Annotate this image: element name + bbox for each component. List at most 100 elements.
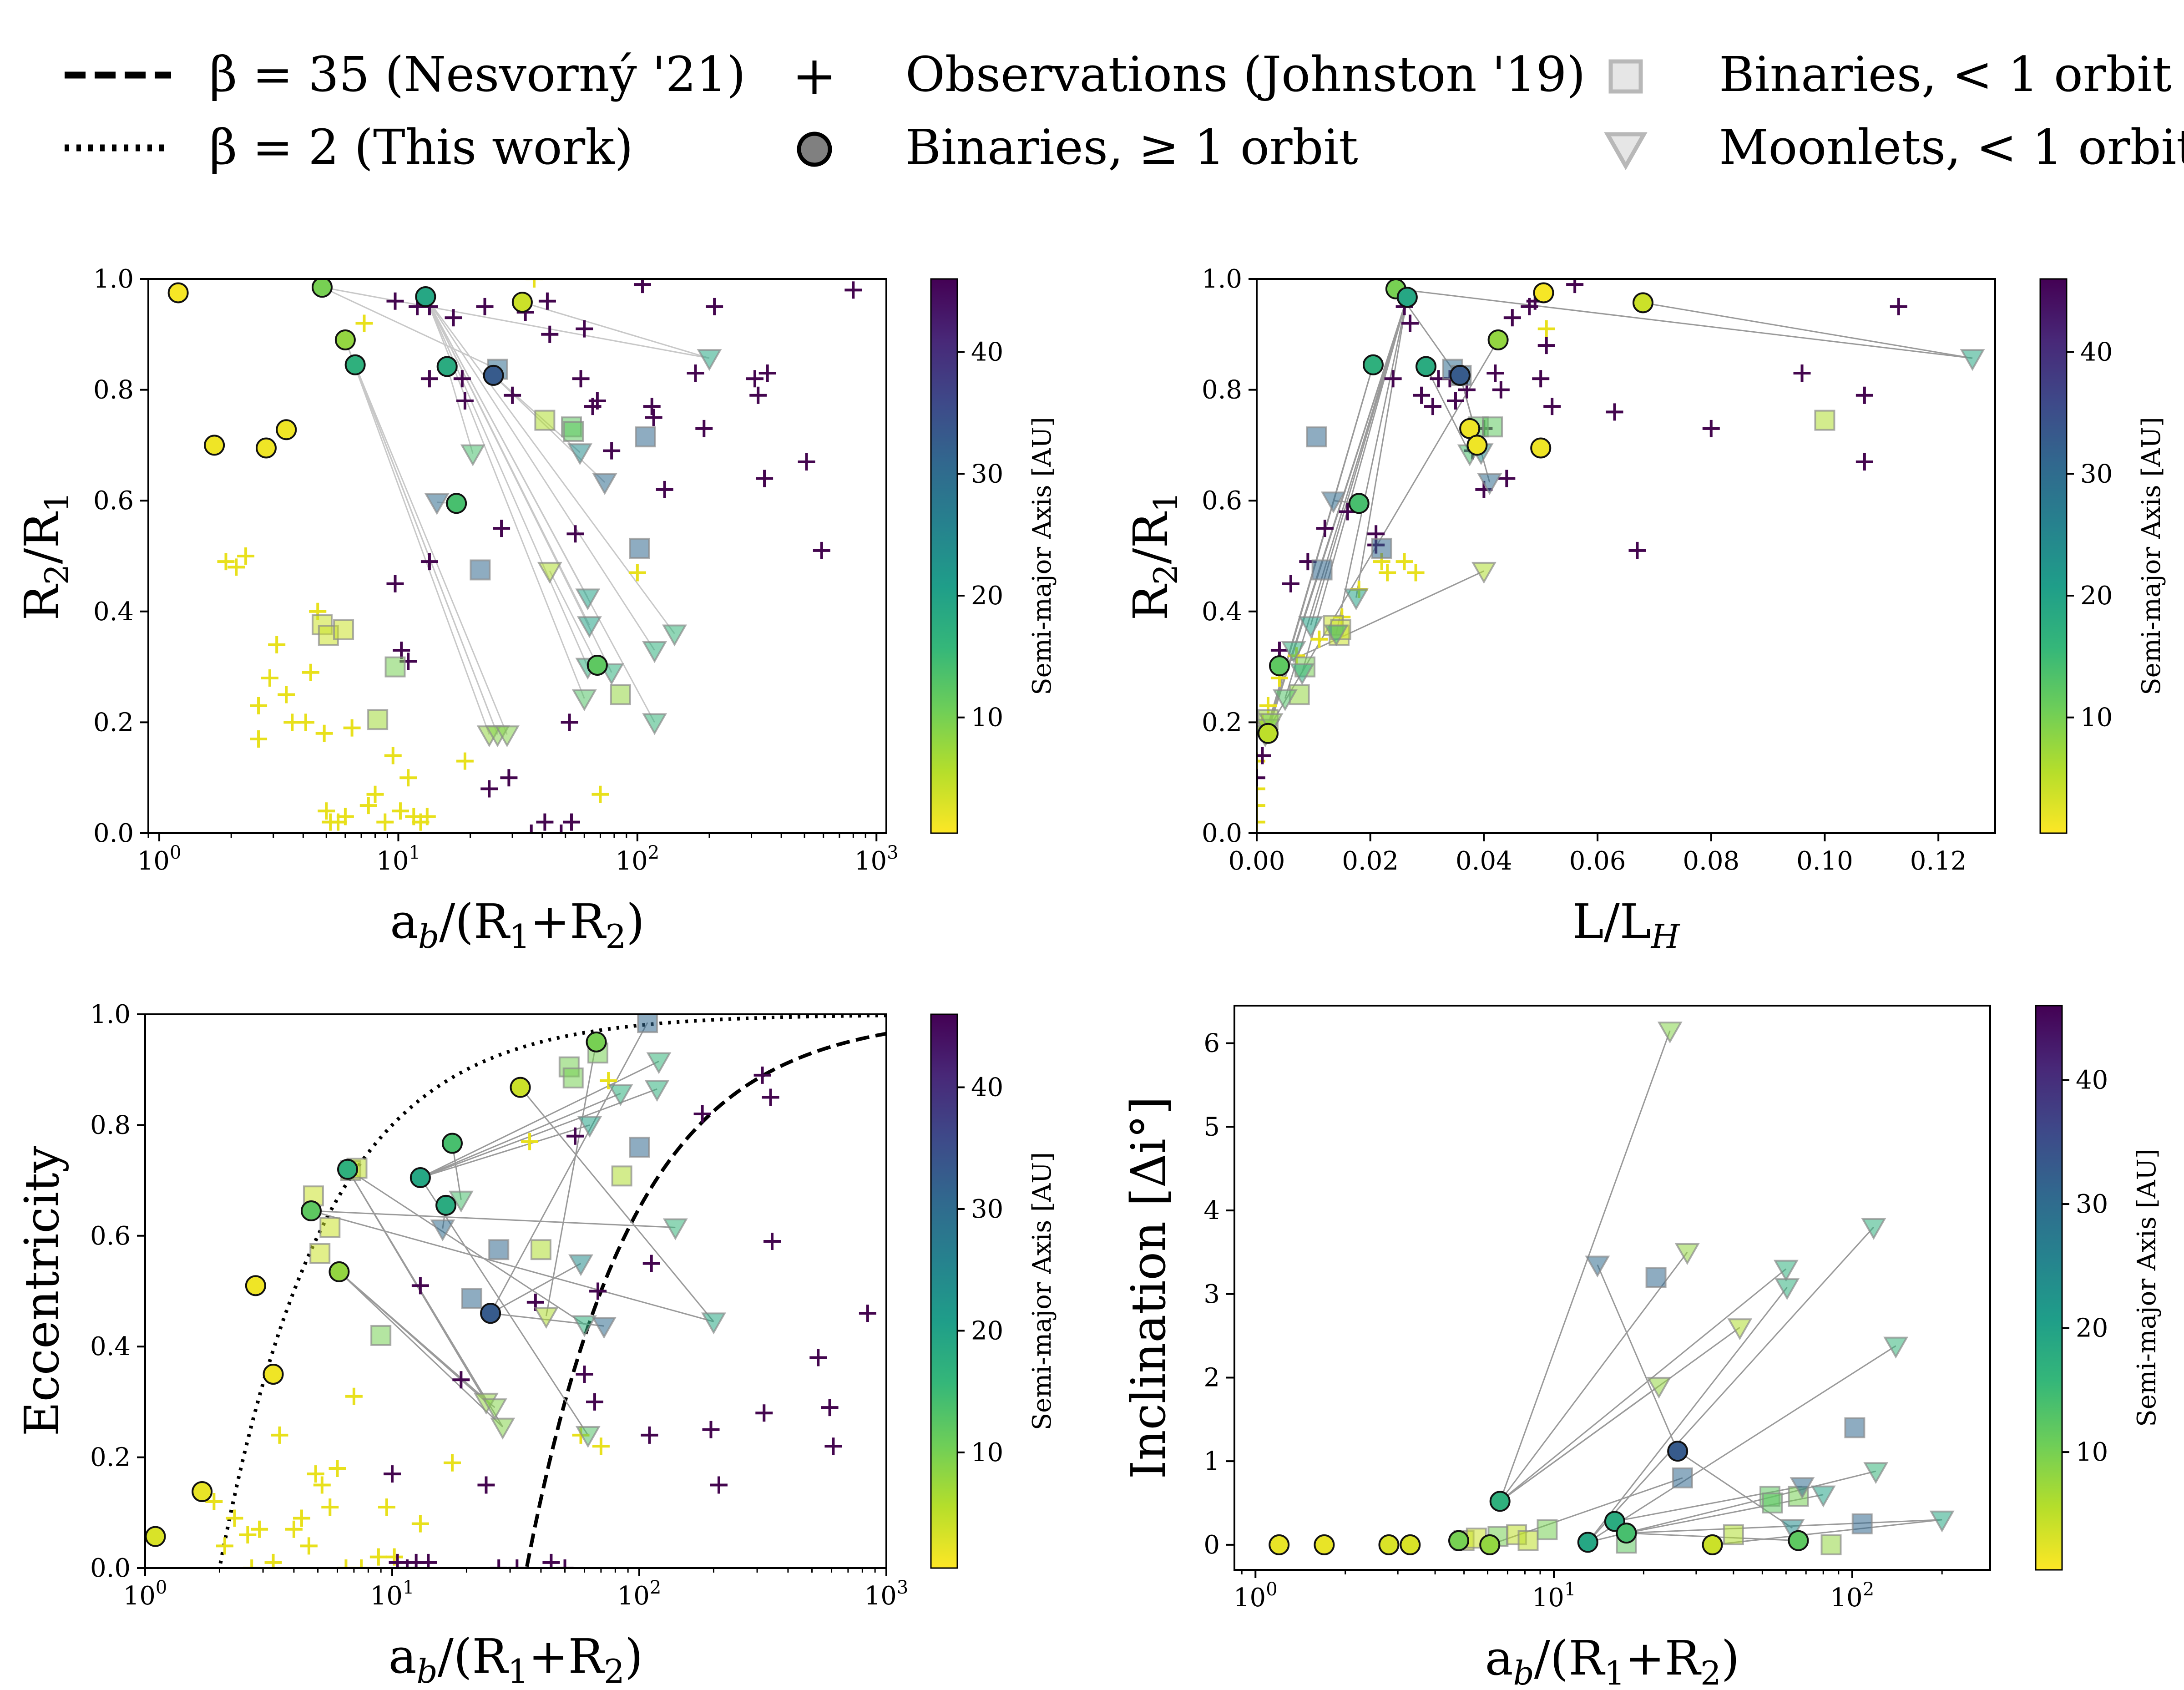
- y-axis-label: R2/R1: [14, 491, 76, 620]
- square-marker: [1762, 1493, 1783, 1514]
- observation-marker: [556, 1559, 574, 1568]
- observation-marker: [411, 1515, 429, 1533]
- observation-marker: [226, 1509, 243, 1527]
- observation-marker: [393, 642, 410, 659]
- moonlet-marker: [571, 689, 597, 712]
- y-tick-label: 1.0: [90, 1000, 131, 1029]
- x-tick-label: 103: [864, 1577, 909, 1611]
- evolution-link-line: [1643, 302, 1973, 359]
- moonlet-marker: [662, 1218, 688, 1240]
- legend-label-observations: Observations (Johnston '19): [905, 46, 1586, 102]
- observation-marker: [746, 370, 764, 388]
- observation-marker: [566, 1127, 584, 1145]
- y-tick-label: 0: [1203, 1530, 1220, 1560]
- evolution-link-line: [549, 571, 598, 666]
- square-marker: [1482, 416, 1503, 438]
- binary-marker: [337, 1159, 359, 1180]
- observation-marker: [366, 785, 384, 803]
- colorbar-tick-label: 20: [971, 581, 1003, 611]
- observation-marker: [420, 553, 438, 571]
- moonlet-marker: [1477, 473, 1502, 496]
- y-tick-label: 0.2: [93, 708, 134, 737]
- moonlet-marker: [575, 588, 601, 611]
- curve-beta-35: [525, 1032, 886, 1568]
- binary-marker: [1448, 1530, 1470, 1551]
- observation-marker: [1401, 314, 1419, 332]
- observation-marker: [633, 279, 651, 293]
- colorbar-tick-label: 40: [2076, 1066, 2108, 1095]
- plot-background: [148, 279, 886, 833]
- observation-marker: [1543, 398, 1561, 415]
- observation-marker: [271, 1426, 288, 1444]
- binary-marker: [263, 1364, 284, 1385]
- binary-marker: [1396, 287, 1418, 308]
- observation-marker: [542, 1553, 560, 1568]
- observation-marker: [285, 1520, 303, 1538]
- evolution-link-line: [1712, 1519, 1942, 1546]
- x-tick-label: 0.04: [1456, 846, 1512, 876]
- observation-marker: [552, 825, 570, 833]
- observation-marker: [844, 281, 862, 299]
- observation-marker: [399, 769, 417, 787]
- evolution-link-line: [490, 1263, 581, 1314]
- moonlet-marker: [642, 713, 667, 735]
- observation-marker: [642, 1255, 660, 1272]
- square-marker: [534, 410, 556, 431]
- observation-marker: [302, 663, 319, 681]
- observation-marker: [391, 802, 409, 820]
- panel-top-right: 0.00 0.02 0.04 0.06 0.08 0.10 0.12 0.0 0.2 0.4 0.6…: [1123, 264, 2166, 956]
- y-tick-label: 6: [1203, 1029, 1220, 1058]
- observation-marker: [525, 279, 543, 288]
- binary-marker: [245, 1275, 266, 1296]
- colorbar-tick-label: 30: [971, 459, 1003, 489]
- binary-marker: [1487, 329, 1509, 350]
- moonlet-marker: [1585, 1255, 1610, 1278]
- y-tick-label: 0.8: [93, 375, 134, 405]
- observation-marker: [821, 1399, 839, 1417]
- observation-marker: [1395, 553, 1413, 571]
- moonlet-marker: [1780, 1519, 1805, 1541]
- binary-marker: [1378, 1534, 1400, 1555]
- observation-marker: [1537, 320, 1555, 338]
- legend-label-binaries-lt1: Binaries, < 1 orbit: [1719, 46, 2172, 102]
- evolution-link-line: [1301, 297, 1408, 673]
- plot-background: [1234, 1006, 1990, 1570]
- observation-marker: [576, 1366, 593, 1383]
- observation-marker: [702, 1421, 720, 1438]
- binary-marker: [192, 1481, 213, 1503]
- binary-marker: [1362, 354, 1384, 375]
- observation-marker: [359, 797, 377, 815]
- observation-marker: [369, 1548, 387, 1566]
- observation-marker: [763, 1232, 781, 1250]
- observation-marker: [420, 1553, 437, 1568]
- observation-marker: [706, 298, 723, 315]
- x-axis-label: L/LH: [1572, 894, 1680, 956]
- observation-marker: [643, 398, 661, 415]
- x-tick-label: 103: [854, 842, 899, 876]
- colorbar-tick-label: 10: [971, 703, 1003, 733]
- binary-marker: [145, 1526, 166, 1547]
- x-tick-label: 102: [615, 842, 659, 876]
- binary-marker: [167, 282, 189, 304]
- observation-marker: [755, 1404, 773, 1422]
- binary-marker: [480, 1303, 501, 1324]
- observation-marker: [753, 1066, 771, 1084]
- binary-marker: [255, 437, 277, 459]
- evolution-link-line: [354, 364, 498, 735]
- observation-marker: [1257, 769, 1265, 787]
- y-tick-label: 3: [1203, 1280, 1220, 1309]
- plot-frame: [144, 1013, 887, 1569]
- observation-marker: [376, 813, 394, 831]
- x-axis-label: ab/(R1+R2): [389, 1629, 643, 1690]
- observation-marker: [386, 292, 404, 310]
- observation-marker: [656, 481, 673, 498]
- observation-marker: [762, 1088, 779, 1106]
- observation-marker: [1413, 386, 1431, 404]
- square-marker: [635, 426, 656, 448]
- observation-marker: [1628, 541, 1646, 559]
- square-marker: [611, 1165, 632, 1187]
- observation-marker: [278, 686, 295, 703]
- observation-marker: [1316, 520, 1334, 537]
- observation-marker: [592, 785, 609, 803]
